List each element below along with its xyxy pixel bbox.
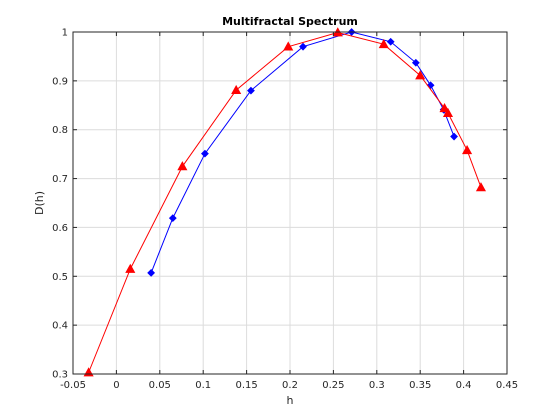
- data-series: [83, 27, 487, 377]
- series-2-point: [442, 107, 454, 117]
- x-tick-label: 0.45: [496, 380, 518, 391]
- y-axis-label: D(h): [33, 191, 46, 215]
- series-2-point: [439, 102, 450, 113]
- x-axis-label: h: [287, 394, 294, 407]
- x-tick-label: 0.35: [409, 380, 431, 391]
- series-1-point: [299, 42, 307, 51]
- y-tick-label: 0.5: [52, 272, 68, 283]
- x-tick-label: 0.3: [369, 380, 385, 391]
- x-tick-label: 0.25: [322, 380, 344, 391]
- y-tick-label: 1: [62, 28, 68, 39]
- x-tick-label: 0.2: [282, 380, 298, 391]
- x-tick-label: 0.05: [149, 380, 171, 391]
- y-tick-label: 0.8: [52, 125, 68, 136]
- y-tick-label: 0.4: [52, 321, 68, 332]
- x-tick-label: 0.1: [195, 380, 211, 391]
- x-tick-label: 0.4: [456, 380, 472, 391]
- series-1-point: [168, 214, 177, 223]
- y-tick-label: 0.7: [52, 174, 68, 185]
- series-1-point: [450, 132, 458, 141]
- x-tick-label: 0: [113, 380, 119, 391]
- series-1-point: [147, 268, 156, 277]
- series-1-point: [386, 37, 395, 46]
- series-1-point: [201, 149, 209, 158]
- series-2-point: [231, 84, 242, 94]
- series-2-point: [378, 38, 389, 49]
- series-2-point: [283, 41, 294, 51]
- y-tick-label: 0.9: [52, 76, 68, 87]
- x-tick-label: 0.15: [235, 380, 257, 391]
- y-tick-label: 0.3: [52, 370, 68, 381]
- series-1-point: [411, 58, 420, 67]
- chart-title: Multifractal Spectrum: [222, 15, 358, 28]
- y-tick-label: 0.6: [52, 223, 68, 234]
- tick-marks: [72, 31, 508, 375]
- x-tick-label: -0.05: [60, 380, 86, 391]
- series-2-point: [475, 182, 487, 192]
- series-2-point: [462, 145, 473, 155]
- series-2-line: [88, 31, 482, 373]
- series-2-point: [125, 263, 136, 273]
- series-1-point: [247, 86, 255, 95]
- series-2-point: [415, 70, 426, 80]
- series-2-point: [177, 161, 188, 171]
